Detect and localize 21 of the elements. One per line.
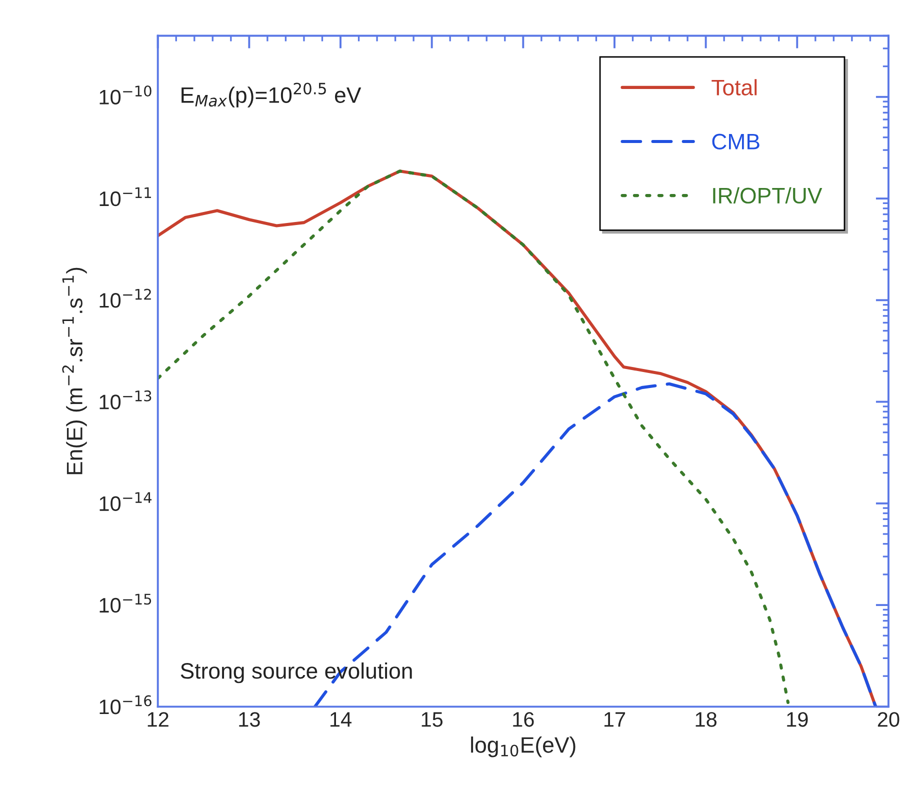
x-tick-label: 13: [239, 712, 260, 727]
x-axis-title: log$_{10}$E(eV): [471, 736, 576, 758]
y-tick-label: 10$^{−15}$: [100, 594, 152, 613]
y-tick-label: 10$^{−12}$: [100, 288, 151, 308]
legend-label: CMB: [712, 134, 760, 150]
y-tick-label: 10$^{−13}$: [100, 390, 152, 410]
y-tick-label: 10$^{−11}$: [100, 187, 151, 206]
legend-label: Total: [712, 79, 757, 96]
x-tick-label: 16: [513, 712, 534, 727]
y-axis-title: En(E) (m$^{−2}$.sr$^{−1}$.s$^{−1}$): [62, 268, 87, 474]
annotation: E$_{Max}$(p)=10$^{20.5}$ eV: [182, 82, 362, 108]
y-tick-label: 10$^{−14}$: [100, 492, 152, 512]
x-tick-label: 20: [878, 712, 900, 727]
x-tick-label: 17: [604, 712, 626, 727]
x-tick-label: 12: [148, 712, 168, 727]
x-tick-label: 14: [330, 712, 352, 727]
y-tick-label: 10$^{−10}$: [100, 86, 152, 105]
x-tick-label: 18: [696, 712, 716, 727]
legend-label: IR/OPT/UV: [713, 187, 822, 204]
x-tick-label: 19: [787, 712, 808, 727]
x-tick-label: 15: [422, 712, 443, 727]
